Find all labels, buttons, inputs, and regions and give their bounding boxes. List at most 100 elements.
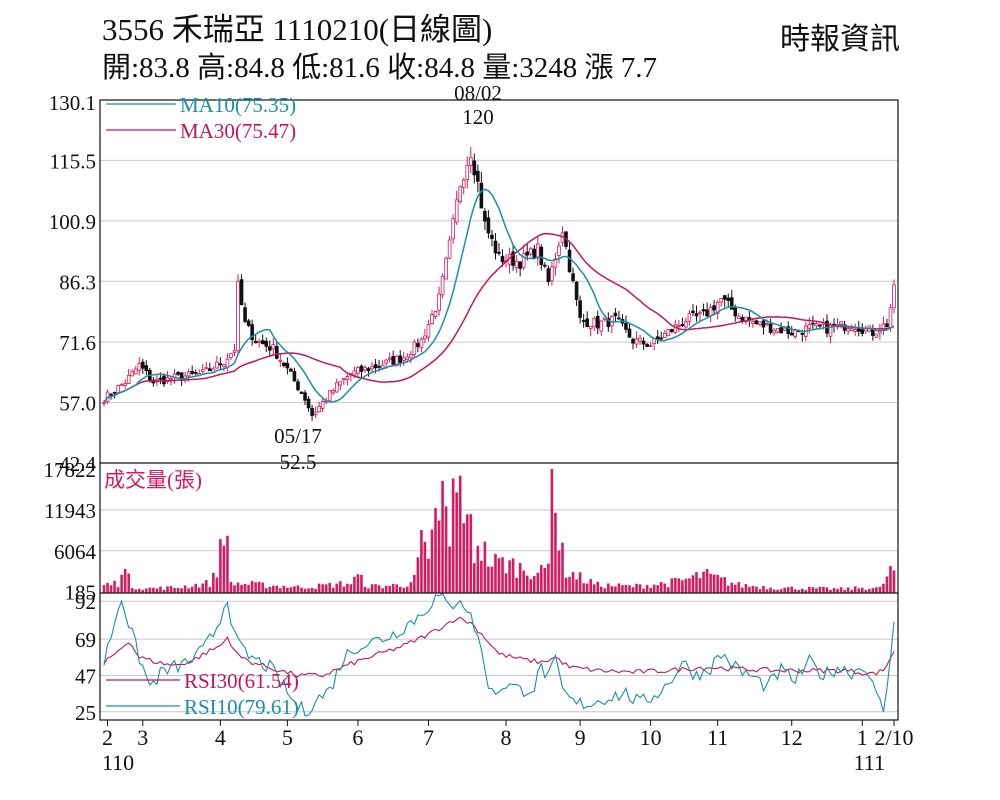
volume-bar (219, 539, 222, 593)
candle-body (535, 243, 540, 259)
candle-body (123, 383, 127, 386)
candle-body (373, 364, 378, 369)
volume-bar (705, 569, 709, 593)
volume-bar (822, 586, 825, 593)
candle-body (758, 321, 762, 325)
volume-bar (621, 585, 624, 593)
volume-bar (617, 583, 621, 593)
candle-body (454, 199, 459, 223)
volume-bar (264, 588, 268, 593)
candle-body (726, 297, 731, 301)
candle-body (465, 164, 470, 180)
volume-bar (226, 535, 229, 593)
high-date-label: 08/02 (454, 81, 502, 105)
candle-body (345, 376, 350, 380)
candle-body (634, 338, 639, 345)
candle-body (451, 218, 455, 240)
volume-bar (571, 572, 575, 593)
candle-body (447, 239, 452, 259)
candle-body (352, 370, 357, 376)
volume-bar (338, 581, 342, 593)
volume-bar (483, 541, 487, 593)
volume-bar (864, 589, 868, 593)
candle-body (701, 309, 706, 312)
candle-body (662, 332, 667, 339)
candle-body (190, 371, 194, 374)
volume-bar (702, 571, 705, 593)
volume-bar (402, 587, 406, 593)
volume-bar (462, 523, 466, 593)
volume-bar (776, 589, 779, 593)
volume-bar (236, 582, 240, 593)
volume-bar (843, 589, 846, 593)
volume-bar (889, 566, 892, 593)
candle-body (419, 338, 424, 349)
volume-bar (342, 586, 346, 593)
x-tick-label: 6 (352, 725, 363, 750)
volume-bar (374, 584, 377, 593)
volume-bar (501, 557, 504, 593)
candle-body (737, 315, 741, 319)
volume-bar (473, 563, 476, 593)
candle-body (260, 340, 265, 345)
candle-body (370, 366, 374, 370)
volume-bar (247, 584, 250, 593)
volume-bar (596, 581, 600, 593)
candle-body (440, 275, 445, 296)
candle-body (334, 382, 339, 393)
volume-bar (656, 585, 660, 593)
candle-body (204, 367, 209, 370)
candle-body (631, 338, 635, 344)
candle-body (109, 393, 113, 396)
candle-body (585, 318, 589, 328)
volume-bar (356, 574, 360, 593)
candle-body (193, 372, 198, 374)
volume-bar (712, 574, 716, 593)
chart-frame (99, 99, 899, 726)
rsi-tick-label: 47 (75, 664, 96, 688)
x-tick-label: 5 (282, 725, 293, 750)
volume-bar (540, 565, 543, 593)
candle-body (772, 329, 776, 334)
volume-bar (296, 585, 300, 593)
axis-labels: 130.1 115.5 100.9 86.3 71.6 57.0 42.4 MA10(75.3… (44, 81, 914, 775)
volume-bar (212, 573, 215, 593)
volume-bar (497, 558, 501, 593)
volume-bar (589, 579, 592, 593)
volume-tick-label: 6064 (54, 540, 97, 564)
volume-bar (772, 589, 776, 593)
candle-body (208, 368, 212, 372)
volume-bar (254, 582, 257, 593)
volume-bar (610, 586, 614, 593)
volume-bar (508, 560, 511, 593)
volume-bar (642, 588, 645, 593)
volume-bar (850, 589, 853, 593)
candle-body (338, 381, 343, 386)
volume-bar (208, 587, 212, 593)
candle-body (546, 268, 551, 283)
candle-body (754, 320, 759, 325)
volume-bar (709, 573, 712, 593)
volume-bar (448, 546, 451, 593)
volume-bar (554, 512, 557, 593)
price-tick-label: 86.3 (59, 270, 96, 294)
volume-bar (564, 577, 568, 593)
candle-body (102, 402, 106, 405)
volume-bar (201, 583, 205, 593)
price-tick-label: 115.5 (50, 149, 96, 173)
candle-body (645, 344, 649, 347)
volume-bar (568, 576, 571, 593)
x-year-label: 111 (854, 750, 885, 775)
candle-body (486, 217, 491, 234)
candle-body (888, 307, 893, 329)
volume-bar (148, 587, 152, 593)
volume-bar (755, 586, 758, 593)
volume-bar (257, 581, 261, 593)
x-tick-label: 2/10 (874, 725, 913, 750)
volume-bar (614, 586, 617, 593)
volume-bar (829, 589, 832, 593)
volume-bar (846, 587, 850, 593)
volume-title: 成交量(張) (104, 468, 202, 492)
volume-bar (120, 574, 123, 593)
volume-bar (793, 589, 797, 593)
